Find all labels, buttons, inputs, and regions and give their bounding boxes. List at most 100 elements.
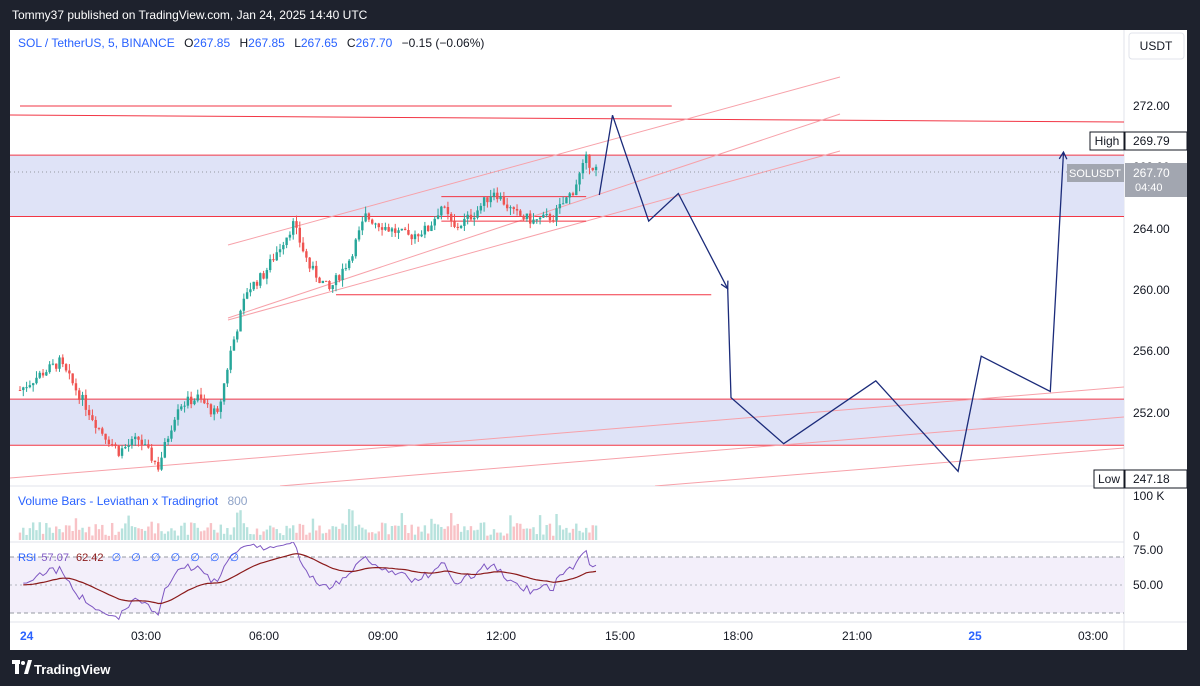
- volume-bar-175: [594, 525, 598, 540]
- volume-bar-96: [334, 526, 338, 540]
- candle-body-1: [22, 387, 25, 391]
- volume-bar-7: [41, 533, 45, 540]
- currency-button[interactable]: [1128, 32, 1185, 60]
- volume-bar-25: [101, 524, 104, 540]
- candle-body-40: [150, 447, 153, 461]
- tradingview-logo-icon[interactable]: [12, 660, 32, 674]
- volume-bar-118: [407, 533, 410, 540]
- volume-bar-165: [561, 529, 565, 540]
- volume-bar-157: [535, 534, 538, 540]
- candle-body-125: [430, 225, 433, 232]
- rsi-line: [23, 542, 597, 621]
- volume-bar-1: [22, 527, 25, 540]
- projection-arrow-down: [720, 280, 729, 290]
- volume-bar-86: [301, 524, 305, 540]
- open-label: O: [184, 36, 193, 50]
- volume-bar-94: [328, 529, 331, 540]
- volume-scale-top: 100 K: [1133, 489, 1164, 503]
- candle-body-31: [120, 448, 124, 456]
- change-value: −0.15 (−0.06%): [402, 36, 485, 50]
- volume-bar-174: [591, 525, 594, 540]
- symbol-tag: SOLUSDT: [1069, 168, 1121, 180]
- volume-bar-161: [548, 523, 552, 540]
- candle-body-122: [420, 234, 423, 237]
- candle-body-133: [456, 226, 459, 228]
- volume-bar-147: [502, 535, 506, 540]
- volume-bar-8: [45, 523, 48, 540]
- volume-bar-64: [229, 534, 232, 540]
- volume-bar-55: [199, 531, 203, 540]
- candle-body-145: [496, 192, 499, 200]
- volume-legend[interactable]: Volume Bars - Leviathan x Tradingriot 80…: [18, 494, 248, 508]
- volume-bar-11: [55, 526, 58, 540]
- rsi-lines: [23, 542, 597, 621]
- candle-body-140: [479, 205, 483, 211]
- volume-bar-128: [440, 527, 443, 540]
- symbol-legend[interactable]: SOL / TetherUS, 5, BINANCE O267.85 H267.…: [18, 36, 484, 50]
- high-label: High: [1095, 134, 1120, 148]
- volume-bar-117: [403, 524, 407, 540]
- candle-body-136: [466, 214, 469, 219]
- volume-bar-139: [476, 529, 479, 540]
- open-value: 267.85: [193, 36, 230, 50]
- volume-bar-104: [361, 527, 364, 540]
- volume-bar-23: [94, 524, 97, 540]
- candle-body-43: [160, 457, 163, 470]
- volume-bar-17: [74, 518, 78, 540]
- symbol-name[interactable]: SOL / TetherUS, 5, BINANCE: [18, 36, 175, 50]
- volume-bar-87: [305, 534, 308, 540]
- volume-bar-145: [496, 532, 499, 540]
- candle-body-57: [206, 403, 209, 405]
- volume-bar-36: [137, 528, 140, 540]
- volume-bar-124: [426, 533, 430, 540]
- volume-bar-76: [268, 525, 272, 540]
- candle-body-158: [538, 217, 542, 220]
- volume-bar-61: [219, 524, 222, 540]
- volume-title[interactable]: Volume Bars - Leviathan x Tradingriot: [18, 494, 219, 508]
- zone-1: [10, 399, 1124, 446]
- volume-bar-40: [150, 521, 153, 540]
- volume-bar-168: [571, 528, 575, 540]
- candle-body-147: [502, 196, 506, 205]
- candle-body-73: [259, 273, 262, 286]
- currency-label[interactable]: USDT: [1140, 39, 1173, 53]
- time-tick-2100: 21:00: [842, 629, 872, 643]
- close-label: C: [347, 36, 356, 50]
- candle-body-161: [548, 214, 552, 221]
- candle-body-101: [351, 256, 354, 261]
- volume-bar-123: [423, 525, 427, 540]
- volume-bar-63: [226, 528, 229, 540]
- candle-body-58: [209, 404, 213, 415]
- tradingview-brand[interactable]: TradingView: [34, 662, 111, 677]
- volume-bar-13: [61, 532, 64, 540]
- volume-bar-77: [272, 527, 275, 540]
- rsi-ma-line: [23, 553, 597, 605]
- volume-bar-43: [160, 531, 163, 540]
- rsi-scale-50: 50.00: [1133, 578, 1163, 592]
- volume-bar-167: [568, 532, 571, 540]
- channel-lower-line: [227, 150, 841, 321]
- volume-bar-18: [78, 529, 81, 540]
- candle-body-49: [180, 406, 183, 410]
- volume-bar-66: [236, 512, 239, 540]
- candle-body-41: [153, 460, 157, 462]
- candle-body-67: [239, 310, 242, 332]
- candle-body-174: [591, 167, 594, 171]
- candle-body-26: [104, 433, 107, 440]
- candle-body-100: [347, 260, 351, 269]
- volume-bar-71: [252, 534, 255, 540]
- candle-body-38: [143, 444, 147, 446]
- price-tick-252: 252.00: [1133, 406, 1170, 420]
- candle-body-10: [51, 363, 55, 365]
- volume-bar-47: [173, 530, 176, 540]
- candle-body-143: [489, 196, 492, 203]
- rsi-label[interactable]: RSI: [18, 552, 36, 564]
- candle-body-144: [492, 192, 496, 197]
- candle-body-48: [176, 409, 180, 420]
- rsi-legend[interactable]: RSI 57.07 62.42 ∅ ∅ ∅ ∅ ∅ ∅ ∅: [18, 552, 239, 564]
- volume-bar-83: [292, 525, 295, 540]
- candle-body-97: [338, 275, 341, 281]
- projection-arrow-up: [1058, 150, 1068, 160]
- volume-bar-102: [354, 526, 357, 540]
